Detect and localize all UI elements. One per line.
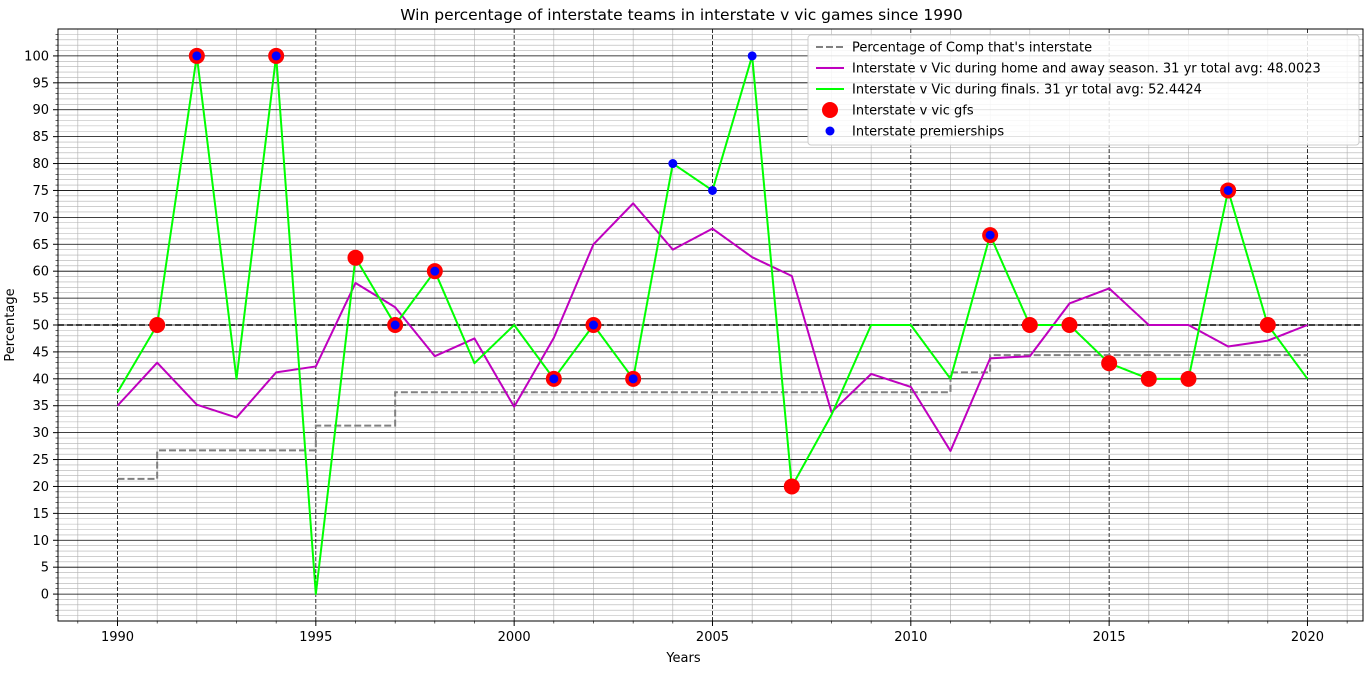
major-grid [58, 29, 1363, 621]
legend-label: Interstate v Vic during home and away se… [852, 62, 1321, 77]
series-home-away [116, 202, 1308, 452]
y-tick-label: 35 [32, 399, 49, 414]
premiership-point [588, 320, 598, 330]
y-tick-label: 70 [32, 211, 49, 226]
gf-point [1259, 317, 1276, 333]
gf-point [1061, 317, 1078, 333]
premiership-point [271, 51, 281, 61]
premiership-point [1223, 185, 1233, 195]
gf-point [1140, 370, 1157, 387]
y-tick-label: 0 [41, 588, 49, 603]
y-tick-label: 65 [32, 238, 49, 253]
minor-grid [58, 29, 1363, 621]
premiership-point [390, 320, 400, 330]
y-tick-label: 25 [32, 453, 49, 468]
x-tick-labels: 1990 1995 2000 2005 2010 2015 2020 [101, 630, 1324, 645]
premiership-point [192, 51, 202, 61]
gf-point [783, 478, 800, 495]
legend: Percentage of Comp that's interstate Inte… [807, 34, 1360, 146]
x-tick-label: 2020 [1291, 630, 1324, 645]
gf-point [1021, 317, 1038, 333]
legend-label: Percentage of Comp that's interstate [852, 41, 1092, 56]
x-tick-label: 1995 [299, 630, 332, 645]
premiership-point [430, 266, 440, 276]
premiership-point [985, 230, 995, 240]
premiership-point [668, 159, 678, 169]
x-tick-label: 2015 [1093, 630, 1126, 645]
y-tick-label: 30 [32, 426, 49, 441]
series-interstate-percentage [117, 354, 1308, 480]
legend-entries: Percentage of Comp that's interstate Inte… [816, 41, 1321, 140]
gf-point [347, 249, 364, 266]
marker-layer [149, 47, 1276, 495]
x-tick-label: 1990 [101, 630, 134, 645]
y-tick-label: 95 [32, 76, 49, 91]
legend-label: Interstate premierships [852, 125, 1004, 140]
tick-marks [53, 34, 1348, 626]
y-tick-label: 80 [32, 157, 49, 172]
premiership-point [549, 374, 559, 384]
y-tick-label: 85 [32, 130, 49, 145]
y-tick-label: 10 [32, 534, 49, 549]
legend-swatch-marker [822, 102, 838, 118]
chart-title: Win percentage of interstate teams in in… [400, 6, 963, 24]
x-tick-label: 2005 [696, 630, 729, 645]
gf-point [1180, 370, 1197, 387]
y-tick-label: 40 [32, 372, 49, 387]
y-tick-label: 90 [32, 103, 49, 118]
y-tick-label: 5 [41, 561, 49, 576]
x-tick-label: 2010 [894, 630, 927, 645]
premiership-point [628, 374, 638, 384]
y-tick-label: 50 [32, 319, 49, 334]
y-tick-label: 60 [32, 265, 49, 280]
y-tick-label: 15 [32, 507, 49, 522]
legend-label: Interstate v vic gfs [852, 104, 974, 119]
y-tick-label: 20 [32, 480, 49, 495]
x-axis-title: Years [665, 651, 701, 666]
legend-box [807, 34, 1360, 146]
y-tick-labels: 0 5 10 15 20 25 30 35 40 45 50 55 60 65 70 75 80 85 90 95 10… [24, 49, 49, 602]
gf-point [1101, 355, 1118, 372]
y-tick-label: 75 [32, 184, 49, 199]
gf-point [149, 317, 166, 333]
legend-label: Interstate v Vic during finals. 31 yr to… [852, 83, 1202, 98]
y-tick-label: 100 [24, 49, 49, 64]
y-tick-label: 55 [32, 292, 49, 307]
premiership-point [707, 185, 717, 195]
y-axis-title: Percentage [3, 288, 18, 361]
x-tick-label: 2000 [498, 630, 531, 645]
legend-swatch-marker [825, 126, 835, 136]
y-tick-label: 45 [32, 345, 49, 360]
premiership-point [747, 51, 757, 61]
